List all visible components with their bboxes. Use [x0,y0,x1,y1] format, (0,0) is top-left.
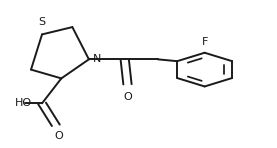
Text: O: O [54,131,63,141]
Text: HO: HO [14,98,32,108]
Text: N: N [93,54,101,64]
Text: O: O [123,92,132,102]
Text: S: S [39,17,46,27]
Text: F: F [201,37,208,47]
